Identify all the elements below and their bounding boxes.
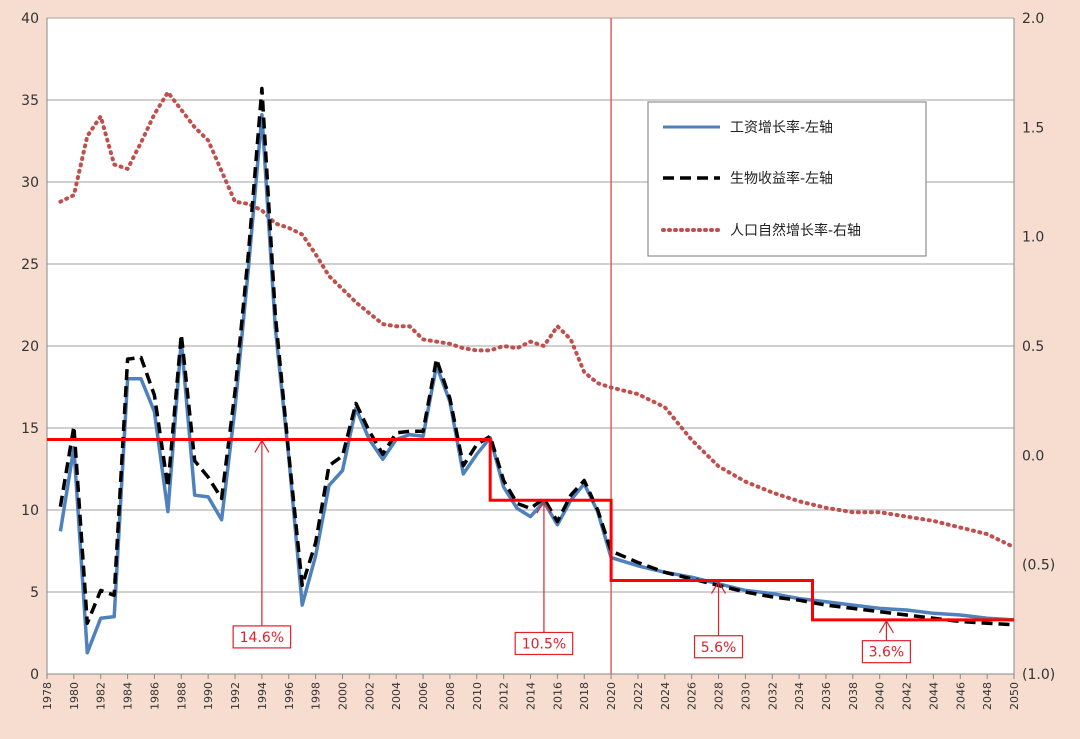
- series-line-pop: [58, 90, 1016, 550]
- x-tick-label: 1998: [310, 682, 323, 710]
- x-tick-label: 2046: [954, 682, 967, 710]
- y-tick-label-left: 10: [21, 503, 39, 519]
- y-tick-label-left: 35: [21, 93, 39, 109]
- y-tick-label-right: 0.5: [1022, 339, 1044, 355]
- x-tick-label: 2026: [686, 682, 699, 710]
- x-tick-label: 2032: [766, 682, 779, 710]
- x-tick-label: 2020: [605, 682, 618, 710]
- callout-label: 5.6%: [701, 640, 737, 656]
- callout-box: [861, 640, 912, 664]
- y-tick-label-left: 15: [21, 421, 39, 437]
- callout-label: 14.6%: [240, 630, 284, 646]
- y-tick-label-right: 1.0: [1022, 230, 1044, 246]
- x-tick-label: 2042: [901, 682, 914, 710]
- x-tick-label: 2008: [444, 682, 457, 710]
- y-tick-label-left: 30: [21, 175, 39, 191]
- x-tick-label: 1992: [229, 682, 242, 710]
- x-tick-label: 1986: [148, 682, 161, 710]
- callout-box: [514, 631, 574, 656]
- x-tick-label: 2006: [417, 682, 430, 710]
- x-tick-label: 2040: [874, 682, 887, 710]
- x-tick-label: 2022: [632, 682, 645, 710]
- callout-arrow-head: [878, 619, 894, 634]
- x-tick-label: 1988: [175, 682, 188, 710]
- legend-label-wage: 工资增长率-左轴: [730, 119, 833, 136]
- x-tick-label: 2012: [498, 682, 511, 710]
- x-tick-label: 2044: [927, 682, 940, 710]
- x-tick-label: 2036: [820, 682, 833, 710]
- callout-arrow-head: [536, 499, 552, 514]
- y-tick-label-right: 2.0: [1022, 11, 1044, 27]
- x-tick-label: 2000: [336, 682, 349, 710]
- series-layer: [58, 86, 1016, 655]
- y-tick-label-left: 40: [21, 11, 39, 27]
- x-tick-label: 2004: [390, 682, 403, 710]
- x-tick-label: 2018: [578, 682, 591, 710]
- x-tick-label: 1984: [122, 682, 135, 710]
- legend-label-bio: 生物收益率-左轴: [730, 170, 833, 187]
- x-tick-label: 1996: [283, 682, 296, 710]
- x-axis: 1978 1980 1982 1984 1986 1988 1990 1992 1994 1996…: [41, 674, 1021, 710]
- callout-label: 10.5%: [522, 636, 566, 652]
- x-tick-label: 2016: [551, 682, 564, 710]
- y-tick-label-right: 0.0: [1022, 448, 1044, 464]
- y-axis-right: (1.0) (0.5) 0.0 0.5 1.0 1.5 2.0: [1022, 11, 1055, 683]
- x-tick-label: 2028: [713, 682, 726, 710]
- callout-box: [693, 635, 744, 659]
- x-tick-label: 2030: [739, 682, 752, 710]
- legend: 工资增长率-左轴 生物收益率-左轴 人口自然增长率-右轴: [647, 101, 927, 257]
- x-tick-label: 2002: [363, 682, 376, 710]
- y-tick-label-right: 1.5: [1022, 120, 1044, 136]
- step-layer: [47, 438, 1014, 622]
- x-tick-label: 2048: [981, 682, 994, 710]
- callout-arrow-head: [254, 439, 270, 453]
- y-tick-label-left: 20: [21, 339, 39, 355]
- y-axis-left: 0 5 10 15 20 25 30 35 40: [21, 11, 39, 683]
- x-tick-label: 1990: [202, 682, 215, 710]
- x-tick-label: 1982: [95, 682, 108, 710]
- x-tick-label: 1994: [256, 682, 269, 710]
- callout-box: [232, 625, 292, 649]
- callout-layer: 14.6% 10.5% 5.6% 3.6%: [232, 439, 912, 664]
- x-tick-label: 2034: [793, 682, 806, 710]
- x-tick-label: 2024: [659, 682, 672, 710]
- x-tick-label: 1978: [41, 682, 54, 710]
- x-tick-label: 2038: [847, 682, 860, 710]
- average-step-line: [47, 438, 1014, 622]
- legend-label-pop: 人口自然增长率-右轴: [730, 222, 861, 239]
- series-line-bio: [58, 86, 1015, 627]
- x-tick-label: 2010: [471, 682, 484, 710]
- y-tick-label-right: (1.0): [1022, 667, 1055, 683]
- x-tick-label: 2050: [1008, 682, 1021, 710]
- x-tick-label: 2014: [525, 682, 538, 710]
- y-tick-label-right: (0.5): [1022, 558, 1055, 574]
- x-tick-label: 1980: [68, 682, 81, 710]
- callout-label: 3.6%: [869, 645, 905, 661]
- y-tick-label-left: 25: [21, 257, 39, 273]
- y-tick-label-left: 0: [30, 667, 39, 683]
- callout-arrow-head: [711, 580, 727, 594]
- y-tick-label-left: 5: [30, 585, 39, 601]
